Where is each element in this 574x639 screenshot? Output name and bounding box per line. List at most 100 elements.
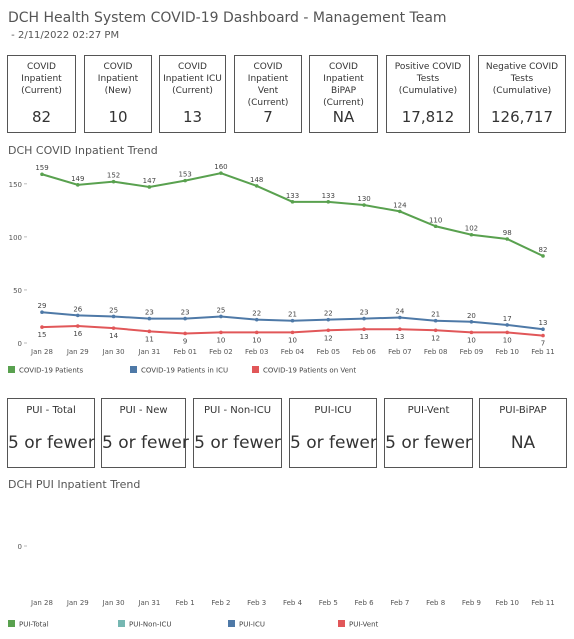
data-label: 98 [503, 229, 512, 237]
x-tick-label: Feb 10 [495, 348, 519, 356]
legend-swatch [228, 620, 235, 627]
chart-title: DCH COVID Inpatient Trend [8, 144, 158, 157]
pui-label: PUI - New [119, 405, 168, 416]
pui-label: PUI-ICU [314, 405, 352, 416]
point [147, 185, 152, 189]
data-label: 12 [431, 334, 440, 342]
data-label: 22 [252, 310, 261, 318]
point [183, 316, 187, 321]
data-label: 12 [324, 334, 333, 342]
y-tick-label: 0 [18, 543, 22, 551]
kpi-label: Negative COVID Tests (Cumulative) [485, 62, 559, 96]
x-tick-label: Feb 01 [173, 348, 197, 356]
x-tick-label: Feb 11 [531, 348, 555, 356]
pui-value: NA [510, 433, 536, 453]
point [362, 316, 366, 321]
kpi-value: 10 [108, 108, 128, 126]
point [219, 171, 223, 175]
point [362, 327, 366, 332]
point [111, 326, 116, 330]
x-tick-label: Jan 29 [66, 599, 89, 607]
point [111, 179, 116, 184]
legend-swatch [130, 366, 137, 373]
kpi-card: COVID Inpatient Vent (Current) 7 [234, 55, 302, 133]
x-tick-label: Feb 03 [245, 348, 269, 356]
data-label: 29 [38, 302, 47, 310]
pui-card: PUI-BiPAP NA [479, 398, 567, 468]
data-label: 148 [250, 176, 263, 184]
point [183, 178, 187, 183]
point [290, 200, 295, 204]
legend-swatch [8, 366, 15, 373]
data-label: 10 [288, 336, 297, 344]
point [433, 318, 438, 323]
x-tick-label: Feb 1 [176, 599, 195, 607]
legend-swatch [252, 366, 259, 373]
data-label: 124 [393, 201, 407, 209]
x-tick-label: Feb 9 [462, 599, 481, 607]
kpi-value: 126,717 [490, 108, 554, 126]
kpi-card: Positive COVID Tests (Cumulative) 17,812 [386, 55, 470, 133]
legend-label: PUI-Non-ICU [129, 621, 172, 629]
point [326, 200, 331, 204]
data-label: 16 [73, 330, 82, 338]
series-line [41, 172, 544, 257]
kpi-label: COVID Inpatient (New) [97, 62, 139, 96]
x-tick-label: Jan 29 [66, 348, 89, 356]
point [505, 237, 510, 241]
kpi-value: NA [332, 108, 355, 126]
legend-swatch [8, 620, 15, 627]
data-label: 21 [431, 311, 440, 319]
x-tick-label: Jan 30 [102, 599, 125, 607]
pui-card: PUI - Non-ICU 5 or fewer [193, 398, 282, 468]
point [469, 232, 474, 237]
kpi-label: COVID Inpatient BiPAP (Current) [323, 62, 364, 108]
data-label: 23 [360, 309, 369, 317]
data-label: 10 [503, 336, 512, 344]
pui-label: PUI-BiPAP [499, 405, 547, 416]
x-tick-label: Feb 2 [211, 599, 230, 607]
data-label: 11 [145, 335, 154, 343]
x-tick-label: Feb 6 [355, 599, 375, 607]
pui-card: PUI-Vent 5 or fewer [384, 398, 473, 468]
y-tick-label: 150 [9, 181, 22, 189]
point [290, 330, 295, 335]
point [254, 330, 259, 335]
data-label: 82 [539, 246, 548, 254]
kpi-value: 13 [182, 108, 203, 126]
point [219, 314, 223, 319]
point [219, 330, 223, 335]
point [469, 330, 474, 335]
data-label: 26 [73, 305, 82, 313]
point [75, 313, 80, 318]
x-tick-label: Feb 07 [388, 348, 412, 356]
data-label: 25 [216, 306, 225, 314]
x-tick-label: Jan 28 [30, 348, 53, 356]
point [541, 333, 545, 338]
pui-card: PUI - New 5 or fewer [101, 398, 189, 468]
point [40, 310, 44, 315]
data-label: 130 [357, 195, 370, 203]
point [254, 184, 259, 188]
x-tick-label: Jan 31 [137, 348, 160, 356]
y-tick-label: 50 [13, 287, 22, 295]
dashboard-subtitle: - 2/11/2022 02:27 PM [8, 30, 120, 41]
data-label: 23 [181, 309, 190, 317]
data-label: 153 [178, 171, 191, 179]
data-label: 102 [465, 225, 478, 233]
kpi-label: COVID Inpatient (Current) [21, 62, 62, 96]
chart-title: DCH PUI Inpatient Trend [8, 478, 141, 491]
x-tick-label: Feb 8 [426, 599, 445, 607]
data-label: 152 [107, 172, 120, 180]
kpi-label: Positive COVID Tests (Cumulative) [394, 62, 462, 96]
data-label: 160 [214, 163, 227, 171]
point [541, 327, 545, 332]
x-tick-label: Feb 04 [281, 348, 305, 356]
point [433, 224, 438, 229]
data-label: 13 [539, 319, 548, 327]
data-label: 22 [324, 310, 333, 318]
legend-label: PUI-ICU [239, 621, 265, 629]
x-tick-label: Feb 4 [283, 599, 303, 607]
data-label: 20 [467, 312, 476, 320]
pui-label: PUI - Non-ICU [203, 405, 272, 416]
